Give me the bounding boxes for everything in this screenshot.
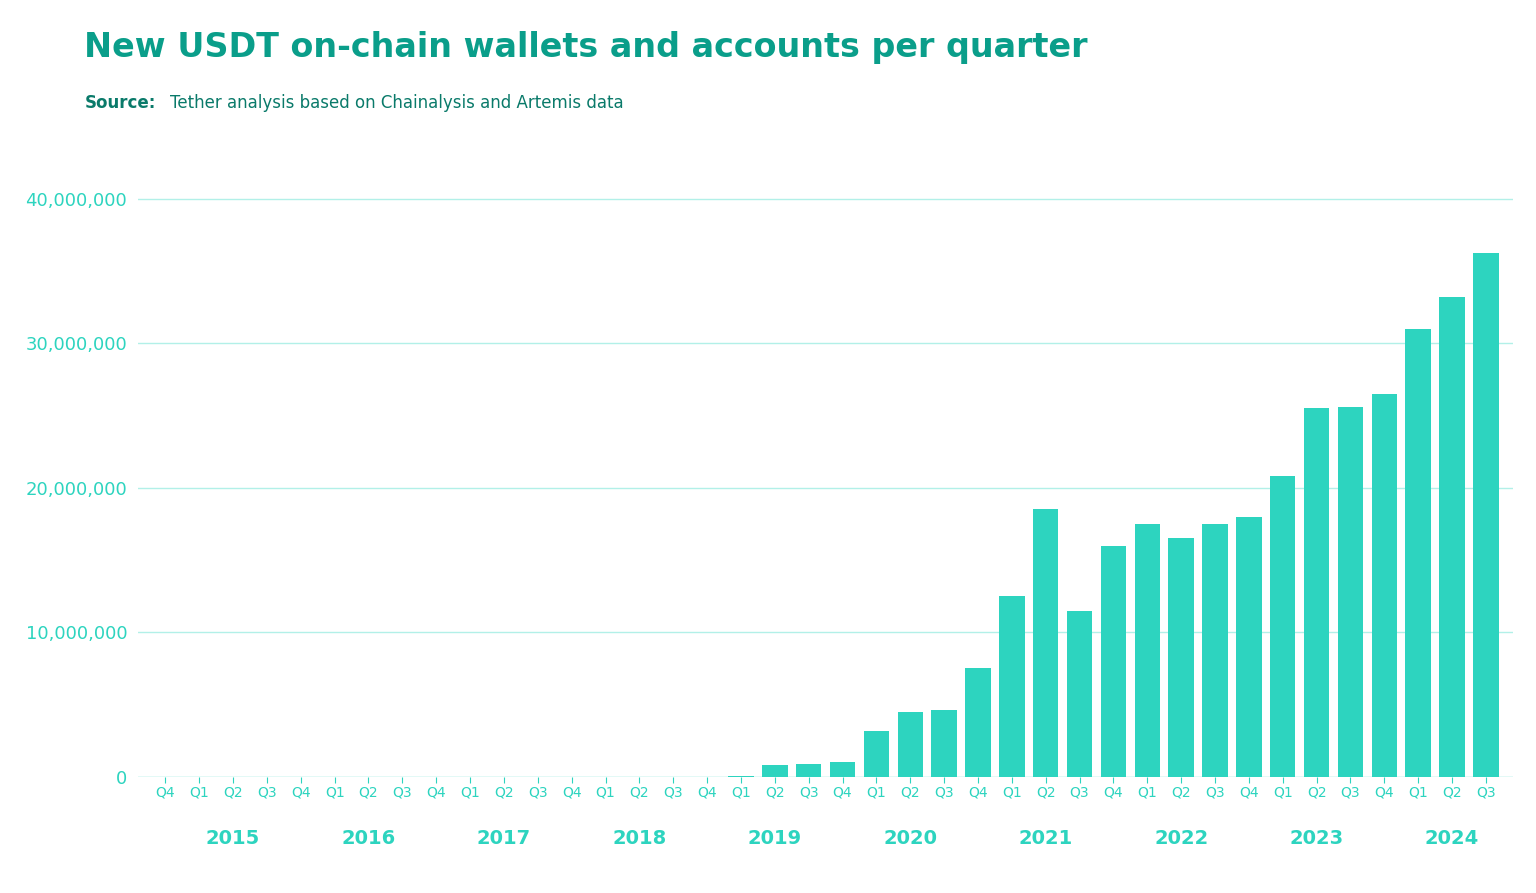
Bar [1405, 329, 1432, 777]
Bar [1236, 517, 1261, 777]
Bar [965, 669, 991, 777]
Bar [1304, 408, 1329, 777]
Bar [931, 711, 957, 777]
Bar [1372, 394, 1396, 777]
Bar [1473, 253, 1499, 777]
Bar [897, 712, 923, 777]
Bar [998, 597, 1025, 777]
Bar [1338, 407, 1362, 777]
Bar [1068, 611, 1092, 777]
Bar [1135, 524, 1160, 777]
Bar [796, 764, 822, 777]
Text: Source:: Source: [84, 94, 155, 112]
Bar [1270, 476, 1295, 777]
Text: New USDT on-chain wallets and accounts per quarter: New USDT on-chain wallets and accounts p… [84, 31, 1087, 64]
Text: 2019: 2019 [748, 829, 802, 847]
Bar [762, 765, 788, 777]
Bar [1439, 296, 1465, 777]
Text: 2024: 2024 [1425, 829, 1479, 847]
Text: 2018: 2018 [613, 829, 667, 847]
Bar [1034, 509, 1058, 777]
Text: 2016: 2016 [341, 829, 396, 847]
Bar [1203, 524, 1227, 777]
Bar [863, 730, 889, 777]
Text: 2023: 2023 [1290, 829, 1344, 847]
Text: Tether analysis based on Chainalysis and Artemis data: Tether analysis based on Chainalysis and… [170, 94, 624, 112]
Text: 2022: 2022 [1154, 829, 1209, 847]
Bar [1169, 538, 1193, 777]
Bar [1101, 546, 1126, 777]
Bar [829, 763, 856, 777]
Text: 2015: 2015 [206, 829, 260, 847]
Text: 2021: 2021 [1018, 829, 1072, 847]
Text: 2017: 2017 [476, 829, 531, 847]
Text: 2020: 2020 [883, 829, 937, 847]
